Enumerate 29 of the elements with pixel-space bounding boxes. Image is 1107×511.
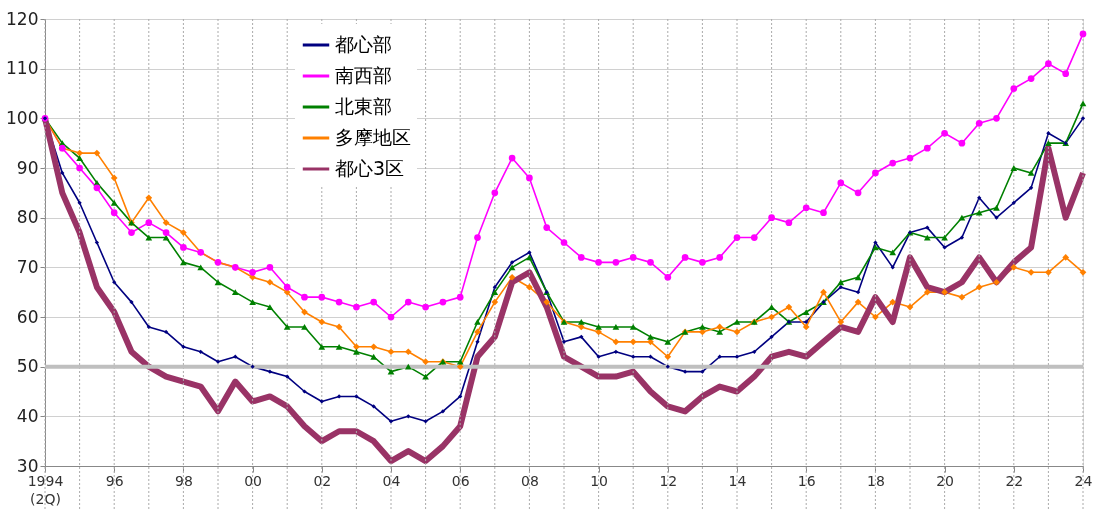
x-tick-label: 96 [105,472,124,489]
legend-label: 南西部 [335,64,392,86]
x-tick-label: 12 [659,472,678,489]
y-tick-label: 80 [16,207,39,228]
y-tick-label: 120 [6,8,39,29]
y-tick-label: 60 [16,306,39,327]
y-tick-label: 40 [16,405,39,426]
x-tick-label: 24 [1074,472,1093,489]
x-tick-label: 02 [313,472,332,489]
legend-label: 多摩地区 [335,126,411,148]
x-tick-label: 06 [451,472,470,489]
x-tick-label: 04 [382,472,401,489]
x-tick-label: 10 [590,472,609,489]
legend-label: 都心3区 [335,157,405,179]
x-tick-label: 22 [1005,472,1024,489]
legend-label: 北東部 [335,95,392,117]
y-tick-label: 100 [6,107,39,128]
y-tick-label: 110 [6,58,39,79]
y-tick-label: 50 [16,356,39,377]
legend-label: 都心部 [335,33,392,55]
y-tick-label: 70 [16,256,39,277]
x-tick-label: 18 [866,472,885,489]
y-tick-label: 90 [16,157,39,178]
x-tick-label: 08 [520,472,539,489]
x-tick-label: 00 [244,472,263,489]
x-tick-label: 16 [797,472,816,489]
x-tick-label: 14 [728,472,747,489]
x-tick-label: 98 [174,472,193,489]
x-tick-label: 20 [936,472,955,489]
